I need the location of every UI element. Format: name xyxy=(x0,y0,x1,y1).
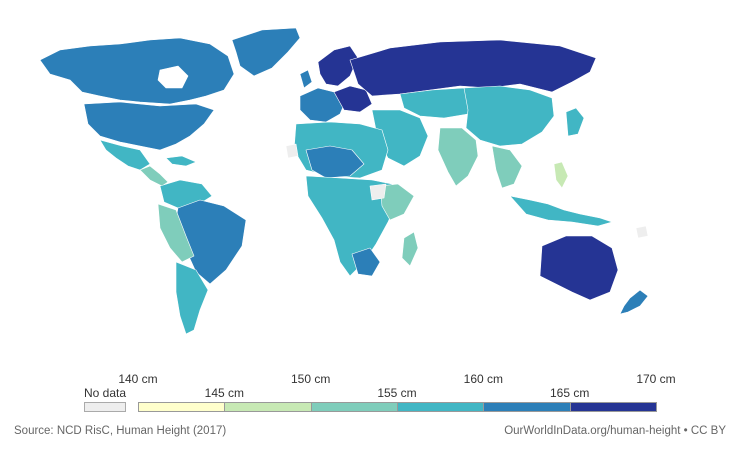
legend-bin-4[interactable] xyxy=(483,402,571,412)
region-philippines[interactable] xyxy=(553,161,569,189)
no-data-label: No data xyxy=(84,386,127,400)
region-canada[interactable] xyxy=(39,37,235,105)
region-indonesia[interactable] xyxy=(509,195,613,227)
world-map xyxy=(39,27,649,335)
region-russia[interactable] xyxy=(349,39,597,97)
region-scandinavia[interactable] xyxy=(317,45,359,87)
region-madagascar[interactable] xyxy=(401,231,419,267)
region-china[interactable] xyxy=(463,85,555,147)
region-east-africa[interactable] xyxy=(379,183,415,221)
region-sahel[interactable] xyxy=(305,145,365,179)
source-text: Source: NCD RisC, Human Height (2017) xyxy=(14,425,227,437)
legend-tick-top-0: 140 cm xyxy=(118,372,158,386)
legend-tick-bottom-1: 155 cm xyxy=(377,386,417,400)
legend-tick-top-2: 160 cm xyxy=(463,372,504,386)
region-japan[interactable] xyxy=(565,107,585,137)
region-png-nodata[interactable] xyxy=(635,225,649,239)
region-southeast-asia[interactable] xyxy=(491,145,523,189)
region-western-sahara-nodata[interactable] xyxy=(285,143,299,159)
region-new-zealand[interactable] xyxy=(619,289,649,315)
region-eastern-europe[interactable] xyxy=(333,85,373,113)
legend-bin-1[interactable] xyxy=(224,402,312,412)
region-usa[interactable] xyxy=(83,101,215,151)
legend-bin-5[interactable] xyxy=(569,402,657,412)
region-greenland[interactable] xyxy=(231,27,301,77)
region-caribbean[interactable] xyxy=(165,155,197,167)
legend-tick-top-1: 150 cm xyxy=(290,372,331,386)
legend-tick-top-3: 170 cm xyxy=(636,372,676,386)
legend-bin-2[interactable] xyxy=(310,402,398,412)
region-australia[interactable] xyxy=(539,235,619,301)
region-southern-africa[interactable] xyxy=(351,247,381,277)
no-data-swatch xyxy=(84,402,126,412)
region-central-america[interactable] xyxy=(139,165,169,187)
region-india[interactable] xyxy=(437,127,479,187)
region-peru-bolivia[interactable] xyxy=(157,203,195,263)
legend-tick-bottom-2: 165 cm xyxy=(549,386,590,400)
region-uk[interactable] xyxy=(299,69,313,89)
legend-bin-3[interactable] xyxy=(397,402,485,412)
region-hudson-bay xyxy=(157,65,189,89)
legend-tick-bottom-0: 145 cm xyxy=(204,386,245,400)
region-somalia-nodata[interactable] xyxy=(369,183,387,201)
legend-bin-0[interactable] xyxy=(138,402,226,412)
credit-link[interactable]: OurWorldInData.org/human-height • CC BY xyxy=(504,425,726,437)
region-argentina-chile[interactable] xyxy=(175,261,209,335)
region-europe-west[interactable] xyxy=(299,87,347,123)
color-legend: No data 140 cm 150 cm 160 cm 170 cm 145 cm 15… xyxy=(0,370,740,420)
